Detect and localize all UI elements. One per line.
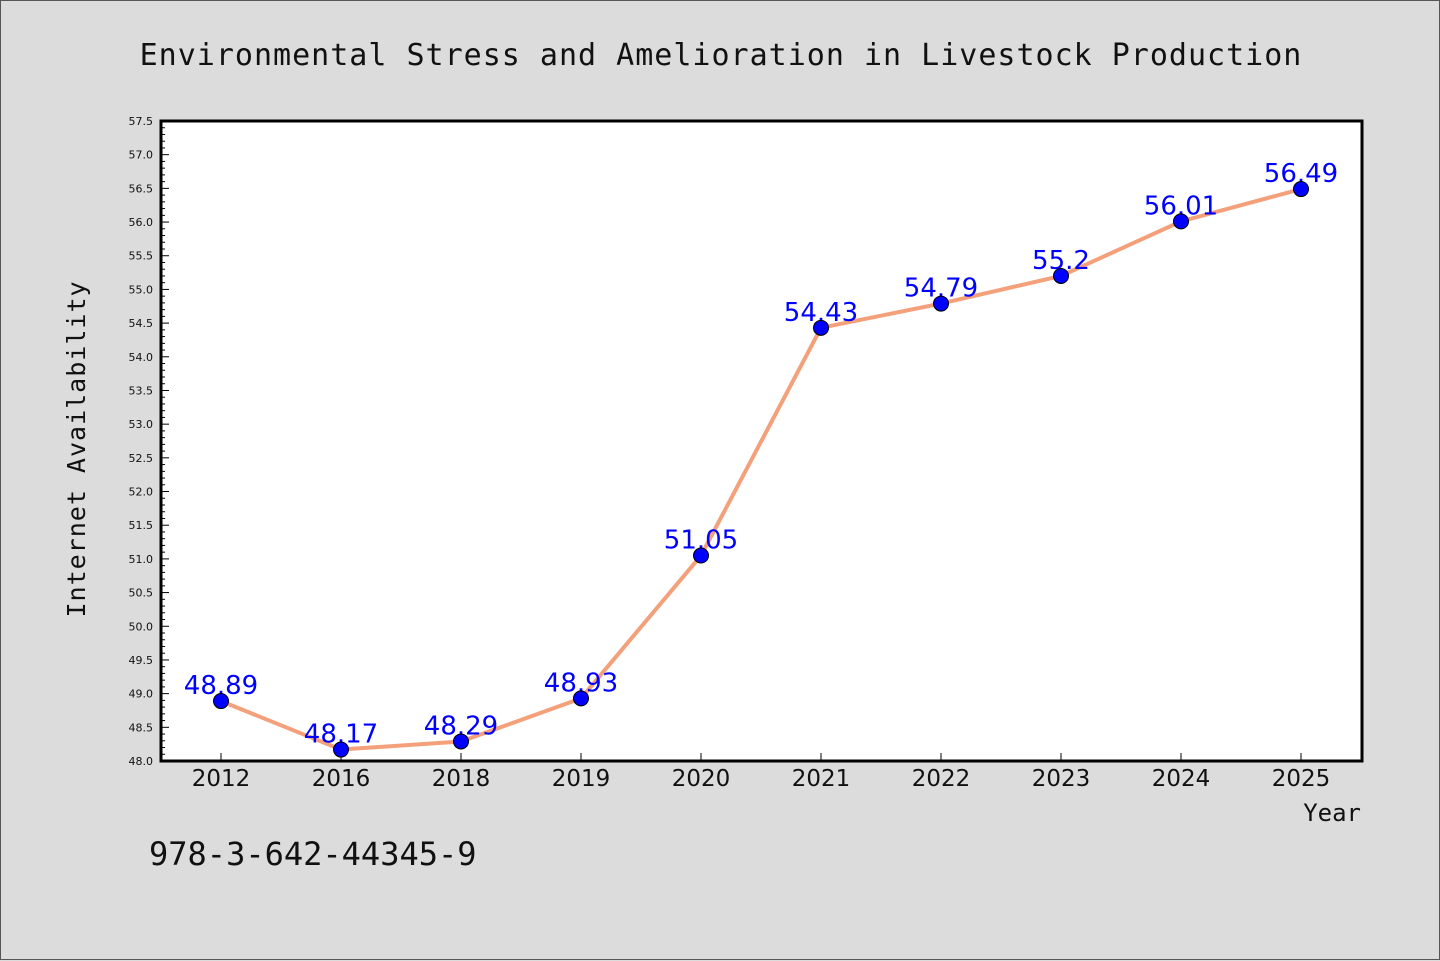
data-point-marker <box>213 693 229 710</box>
y-tick-label: 54.0 <box>129 351 154 364</box>
y-tick-label: 49.0 <box>129 688 154 701</box>
data-point-marker <box>813 319 829 336</box>
x-tick-label: 2016 <box>312 766 371 792</box>
x-tick-label: 2021 <box>792 766 851 792</box>
y-tick-label: 56.0 <box>129 216 154 229</box>
y-tick-label: 53.0 <box>129 418 154 431</box>
data-point-marker <box>1293 181 1309 198</box>
y-axis: 48.0 48.5 49.0 49.5 50.0 50.5 51.0 51.5 52.0 52.5… <box>129 115 169 768</box>
chart-title: Environmental Stress and Amelioration in… <box>140 38 1303 73</box>
data-point-marker <box>693 547 709 564</box>
series-line <box>220 187 1302 752</box>
y-tick-label: 54.5 <box>129 317 154 330</box>
y-tick-label: 52.0 <box>129 486 154 499</box>
y-tick-label: 52.5 <box>129 452 154 465</box>
x-tick-label: 2023 <box>1032 766 1091 792</box>
data-point-marker <box>1173 213 1189 230</box>
y-axis-label: Internet Availability <box>62 280 91 617</box>
y-tick-label: 50.0 <box>129 620 154 633</box>
data-point-marker <box>453 733 469 750</box>
y-tick-label: 55.0 <box>129 283 154 296</box>
x-tick-label: 2012 <box>192 766 251 792</box>
data-point-marker <box>933 295 949 312</box>
x-tick-label: 2025 <box>1272 766 1331 792</box>
x-tick-label: 2020 <box>672 766 731 792</box>
x-tick-label: 2018 <box>432 766 491 792</box>
y-tick-label: 48.5 <box>129 721 154 734</box>
y-tick-label: 50.5 <box>129 587 154 600</box>
y-tick-label: 51.0 <box>129 553 154 566</box>
x-axis: 2012 2016 2018 2019 2020 2021 2022 2023 2024 2025 <box>192 753 1331 792</box>
y-tick-label: 53.5 <box>129 384 154 397</box>
isbn-footer: 978-3-642-44345-9 <box>149 835 477 873</box>
data-point-marker <box>573 690 589 707</box>
y-tick-label: 51.5 <box>129 519 154 532</box>
x-tick-label: 2019 <box>552 766 611 792</box>
y-tick-label: 57.0 <box>129 149 154 162</box>
x-tick-label: 2022 <box>912 766 971 792</box>
y-tick-label: 48.0 <box>129 755 154 768</box>
y-tick-label: 56.5 <box>129 182 154 195</box>
x-axis-label: Year <box>1303 799 1361 827</box>
data-point-marker <box>1053 267 1069 284</box>
y-tick-label: 57.5 <box>129 115 154 128</box>
series-line-group <box>220 187 1302 752</box>
data-point-marker <box>333 741 349 758</box>
y-tick-label: 49.5 <box>129 654 154 667</box>
y-tick-label: 55.5 <box>129 250 154 263</box>
x-tick-label: 2024 <box>1152 766 1211 792</box>
